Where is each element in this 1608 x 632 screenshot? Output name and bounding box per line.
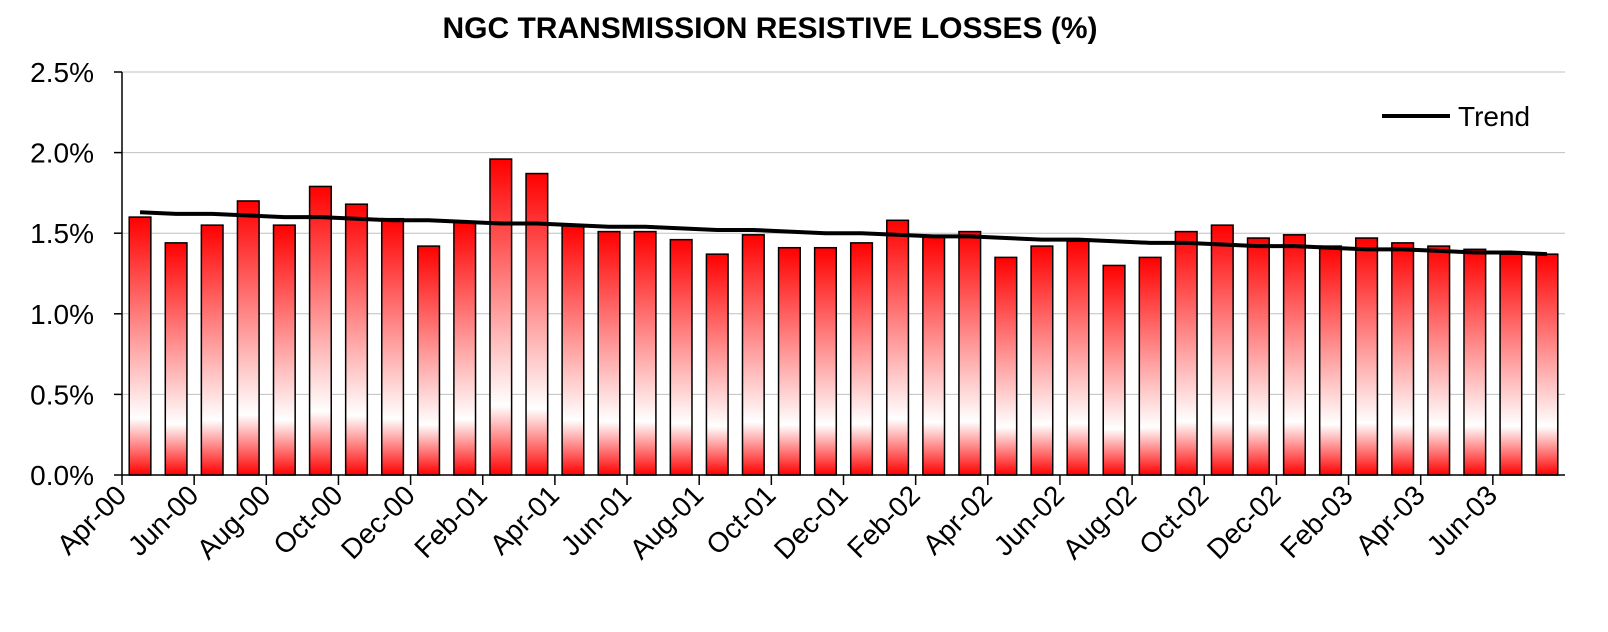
y-tick-label: 0.5%	[30, 379, 94, 410]
bar	[922, 235, 946, 476]
bar	[1138, 256, 1162, 476]
x-tick-label: Jun-03	[1421, 479, 1503, 561]
x-tick-label: Jun-00	[122, 479, 204, 561]
bar	[669, 238, 693, 476]
x-tick-label: Aug-00	[191, 479, 277, 565]
x-tick-label: Dec-00	[335, 479, 421, 565]
bar	[633, 230, 657, 476]
y-tick-label: 0.0%	[30, 460, 94, 491]
bar	[1174, 230, 1198, 476]
bar	[1210, 224, 1234, 476]
bar	[525, 172, 549, 476]
x-tick-label: Apr-01	[484, 479, 565, 560]
bar	[1391, 242, 1415, 476]
bar	[417, 245, 441, 476]
bar	[705, 253, 729, 476]
x-tick-label: Apr-02	[917, 479, 998, 560]
bar	[308, 185, 332, 476]
x-tick-label: Apr-00	[51, 479, 132, 560]
bar	[1246, 237, 1270, 476]
y-tick-label: 2.0%	[30, 138, 94, 169]
bar	[561, 224, 585, 476]
x-tick-label: Aug-01	[624, 479, 710, 565]
bar	[813, 246, 838, 476]
bar	[1102, 264, 1126, 476]
bar	[1535, 253, 1559, 476]
bar	[164, 242, 188, 476]
legend-label: Trend	[1458, 101, 1530, 132]
trend-line	[139, 210, 1548, 257]
x-tick-label: Apr-03	[1350, 479, 1431, 560]
x-tick-label: Dec-01	[768, 479, 854, 565]
bar	[886, 219, 910, 476]
chart-title: NGC TRANSMISSION RESISTIVE LOSSES (%)	[442, 12, 1097, 45]
bar	[597, 230, 621, 476]
bar	[453, 221, 477, 476]
bar	[1066, 240, 1090, 476]
bar	[344, 203, 369, 476]
bar	[380, 217, 405, 476]
bar	[1355, 237, 1379, 476]
bar	[489, 158, 513, 476]
bar	[200, 224, 224, 476]
y-tick-label: 2.5%	[30, 57, 94, 88]
y-tick-label: 1.5%	[30, 218, 94, 249]
bar	[1318, 245, 1343, 476]
bar	[1499, 253, 1523, 476]
y-tick-label: 1.0%	[30, 299, 94, 330]
x-tick-label: Oct-02	[1133, 479, 1214, 560]
x-tick-label: Feb-01	[408, 479, 493, 564]
x-tick-label: Dec-02	[1201, 479, 1287, 565]
x-tick-label: Jun-02	[988, 479, 1070, 561]
bar	[777, 246, 801, 476]
bar	[272, 224, 296, 476]
bar	[1030, 245, 1054, 476]
x-tick-label: Aug-02	[1057, 479, 1143, 565]
bar	[1282, 234, 1307, 476]
bar	[1463, 248, 1487, 476]
bar	[741, 234, 765, 476]
bar	[1427, 245, 1451, 476]
bar	[994, 256, 1018, 476]
bar	[849, 242, 874, 476]
x-tick-label: Jun-01	[555, 479, 637, 561]
bar	[128, 216, 152, 476]
x-tick-label: Oct-00	[267, 479, 348, 560]
bar	[236, 200, 260, 476]
x-tick-label: Feb-02	[841, 479, 926, 564]
x-tick-label: Oct-01	[700, 479, 781, 560]
bar	[958, 230, 982, 476]
x-tick-label: Feb-03	[1274, 479, 1359, 564]
